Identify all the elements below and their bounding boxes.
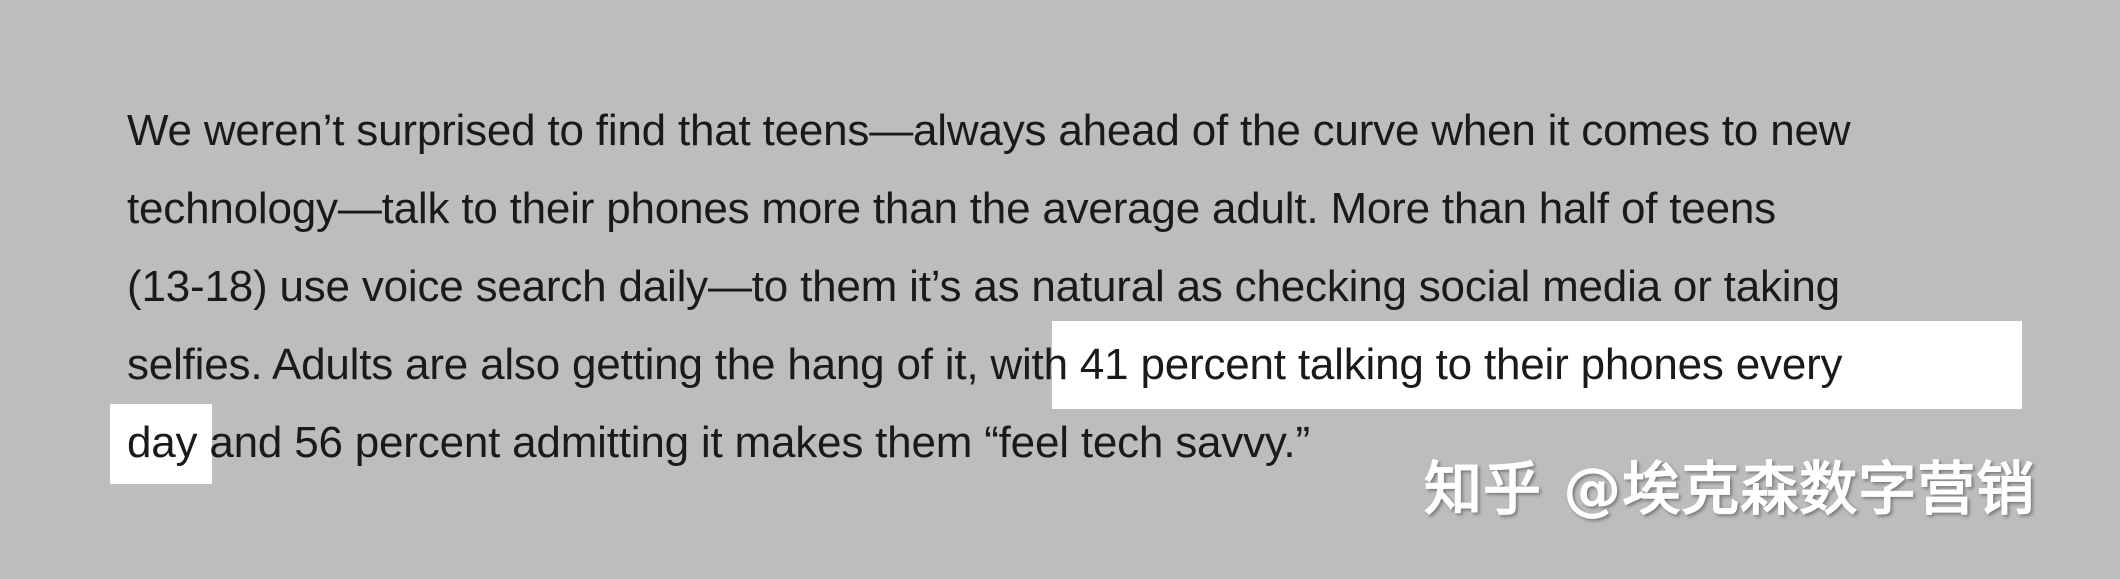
paragraph-line: (13-18) use voice search daily—to them i… — [127, 262, 1840, 311]
paragraph-line: selfies. Adults are also getting the han… — [127, 340, 1843, 389]
paragraph-line: technology—talk to their phones more tha… — [127, 184, 1776, 233]
highlight-box — [110, 404, 212, 484]
highlight-box — [1052, 321, 2022, 409]
paragraph-line: We weren’t surprised to find that teens—… — [127, 106, 1851, 155]
watermark: 知乎 @埃克森数字营销 — [1424, 455, 2036, 523]
paragraph-line: day and 56 percent admitting it makes th… — [127, 418, 1310, 467]
